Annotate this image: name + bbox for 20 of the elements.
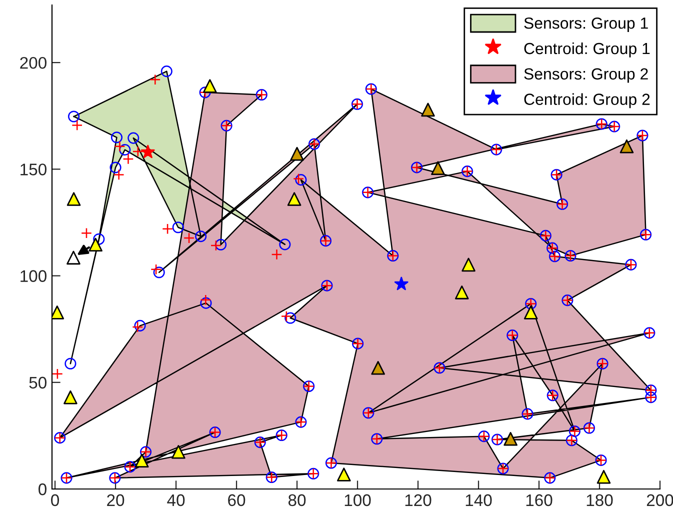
x-tick-label: 140: [466, 494, 492, 506]
x-tick-label: 120: [405, 494, 432, 506]
legend-label: Sensors: Group 2: [524, 68, 648, 83]
x-tick-label: 0: [51, 494, 60, 506]
x-tick-label: 160: [526, 494, 552, 506]
y-tick-label: 50: [29, 376, 46, 389]
x-tick-label: 80: [288, 494, 306, 506]
x-tick-label: 20: [107, 494, 124, 506]
x-tick-label: 100: [344, 494, 371, 506]
y-tick-label: 200: [20, 56, 46, 69]
x-tick-label: 60: [228, 494, 246, 506]
x-tick-label: 180: [586, 494, 613, 506]
legend-label: Centroid: Group 1: [524, 42, 650, 58]
y-tick-label: 100: [20, 270, 46, 282]
y-tick-label: 150: [20, 164, 46, 176]
x-tick-label: 200: [646, 494, 673, 506]
x-tick-label: 40: [167, 494, 185, 506]
legend-label: Centroid: Group 2: [524, 93, 650, 108]
y-tick-label: 0: [38, 483, 46, 496]
legend-label: Sensors: Group 1: [524, 17, 648, 32]
